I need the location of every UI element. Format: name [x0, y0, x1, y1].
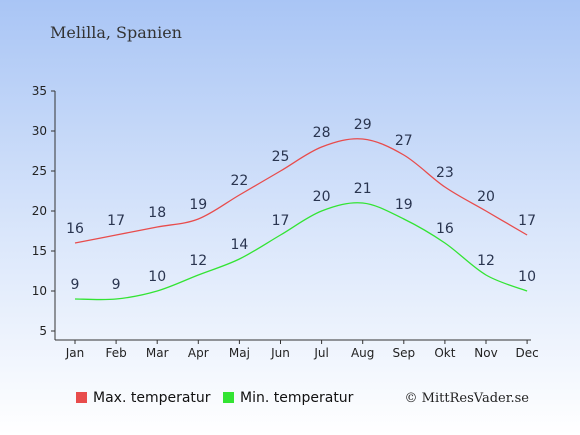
- y-tick-label: 35: [32, 84, 47, 98]
- data-label-min: 21: [354, 181, 372, 197]
- y-tick-label: 25: [32, 164, 47, 178]
- data-label-min: 17: [272, 213, 290, 229]
- data-label-min: 9: [112, 277, 121, 293]
- data-label-max: 29: [354, 117, 372, 133]
- data-label-max: 23: [436, 165, 454, 181]
- series-line-min: [74, 202, 528, 301]
- legend-item-max: Max. temperatur: [76, 390, 211, 406]
- data-label-max: 17: [107, 213, 125, 229]
- data-label-min: 20: [313, 189, 331, 205]
- legend-label-max: Max. temperatur: [93, 390, 211, 406]
- x-tick-label: Jun: [270, 346, 290, 360]
- data-label-max: 16: [66, 221, 84, 237]
- y-tick-label: 5: [39, 324, 47, 338]
- chart-title: Melilla, Spanien: [50, 23, 182, 42]
- credit-text: © MittResVader.se: [405, 391, 530, 406]
- y-tick-label: 15: [32, 244, 47, 258]
- data-label-min: 19: [395, 197, 413, 213]
- x-tick-label: Aug: [351, 346, 374, 360]
- x-tick-label: Maj: [229, 346, 250, 360]
- data-label-min: 12: [189, 253, 207, 269]
- data-label-min: 10: [518, 269, 536, 285]
- legend-item-min: Min. temperatur: [223, 390, 354, 406]
- x-tick-label: Jan: [65, 346, 85, 360]
- data-label-min: 12: [477, 253, 495, 269]
- x-tick-label: Apr: [188, 346, 209, 360]
- data-label-min: 14: [230, 237, 248, 253]
- data-label-max: 22: [230, 173, 248, 189]
- x-tick-label: Feb: [105, 346, 126, 360]
- series-line-max: [74, 138, 528, 244]
- data-label-max: 20: [477, 189, 495, 205]
- legend-swatch-min: [223, 392, 234, 403]
- y-tick-label: 10: [32, 284, 47, 298]
- x-tick-label: Mar: [146, 346, 169, 360]
- y-tick-label: 20: [32, 204, 47, 218]
- x-tick-label: Okt: [434, 346, 455, 360]
- data-label-max: 19: [189, 197, 207, 213]
- data-label-min: 16: [436, 221, 454, 237]
- data-label-max: 17: [518, 213, 536, 229]
- y-tick-label: 30: [32, 124, 47, 138]
- x-tick-label: Dec: [515, 346, 538, 360]
- legend-swatch-max: [76, 392, 87, 403]
- data-label-min: 10: [148, 269, 166, 285]
- x-tick-label: Sep: [392, 346, 415, 360]
- data-label-max: 27: [395, 133, 413, 149]
- x-tick-label: Nov: [474, 346, 497, 360]
- data-labels: 16 17 18 19 22 25 28 29 27 23 20 17 9 9 10 12 14 17 20 21 19…: [66, 117, 536, 293]
- legend-label-min: Min. temperatur: [240, 390, 354, 406]
- data-label-max: 28: [313, 125, 331, 141]
- x-tick-label: Jul: [313, 346, 328, 360]
- data-label-max: 18: [148, 205, 166, 221]
- legend: Max. temperatur Min. temperatur: [76, 390, 354, 406]
- data-label-min: 9: [71, 277, 80, 293]
- series-layer: [74, 138, 528, 301]
- data-label-max: 25: [272, 149, 290, 165]
- axes: 5 10 15 20 25 30 35 Jan Feb Mar Apr Maj Jun Jul Aug Sep…: [32, 84, 539, 360]
